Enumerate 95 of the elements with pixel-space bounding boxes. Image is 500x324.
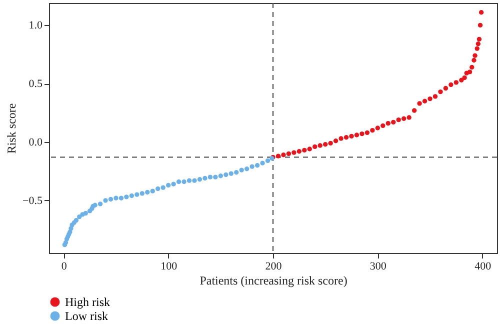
point	[108, 196, 114, 202]
point	[265, 158, 270, 164]
x-tick-label: 0	[61, 260, 68, 272]
point	[438, 89, 443, 94]
point	[401, 116, 406, 121]
point	[364, 130, 370, 136]
point	[474, 46, 480, 51]
point	[286, 151, 292, 156]
point	[454, 80, 459, 85]
point	[150, 188, 155, 194]
point	[478, 10, 484, 15]
point	[254, 163, 260, 168]
point	[412, 108, 417, 113]
point	[186, 178, 192, 183]
point	[145, 190, 150, 195]
y-tick-label: 0.5	[28, 78, 43, 90]
point	[114, 196, 118, 200]
point	[375, 126, 380, 130]
point	[171, 182, 176, 186]
point	[156, 186, 160, 192]
point	[134, 192, 140, 197]
point	[380, 123, 386, 128]
point	[432, 94, 438, 99]
point	[476, 36, 482, 42]
point	[98, 202, 103, 206]
point	[318, 143, 322, 148]
point	[103, 198, 108, 203]
point	[192, 178, 197, 183]
point	[448, 82, 454, 88]
point	[239, 168, 244, 172]
point	[77, 214, 82, 220]
legend-label: High risk	[65, 295, 110, 309]
point	[228, 171, 234, 176]
point	[417, 101, 422, 106]
point	[370, 128, 375, 133]
point	[182, 179, 186, 184]
point	[312, 144, 318, 150]
point	[428, 96, 432, 102]
point	[307, 146, 312, 152]
point	[322, 142, 328, 147]
point	[328, 140, 333, 146]
point	[344, 135, 349, 140]
x-axis-title: Patients (increasing risk score)	[200, 274, 348, 288]
point	[74, 218, 79, 223]
y-tick-label: −0.5	[22, 194, 43, 207]
point	[244, 166, 250, 172]
point	[197, 177, 202, 182]
point	[396, 117, 401, 122]
y-tick-label: 0.0	[28, 136, 43, 149]
point	[472, 58, 476, 63]
point	[478, 22, 483, 28]
point	[129, 193, 134, 198]
point	[302, 148, 307, 153]
point	[406, 115, 412, 120]
point	[124, 194, 129, 200]
point	[224, 172, 228, 178]
point	[476, 42, 481, 46]
point	[250, 164, 254, 169]
point	[349, 134, 354, 139]
y-tick-label: 1.0	[28, 20, 43, 32]
point	[218, 174, 224, 178]
point	[333, 138, 338, 144]
point	[386, 120, 390, 126]
point	[118, 196, 124, 200]
point	[260, 160, 265, 166]
point	[296, 149, 302, 154]
point	[360, 132, 364, 136]
point	[459, 78, 464, 82]
point	[160, 185, 166, 190]
point	[354, 132, 360, 138]
legend-label: Low risk	[65, 309, 108, 323]
point	[276, 154, 281, 158]
y-axis-title: Risk score	[4, 103, 19, 154]
point	[176, 179, 182, 184]
x-tick-label: 300	[370, 260, 387, 272]
point	[208, 174, 213, 180]
point	[443, 86, 448, 91]
point	[462, 75, 467, 80]
x-tick-label: 400	[474, 260, 492, 272]
point	[166, 182, 171, 188]
point	[234, 170, 239, 175]
point	[470, 64, 474, 70]
x-tick-label: 200	[265, 260, 282, 272]
point	[472, 53, 478, 58]
point	[292, 150, 296, 155]
point	[391, 120, 396, 124]
point	[422, 98, 428, 104]
point	[202, 176, 208, 181]
point	[213, 174, 218, 180]
point	[338, 136, 344, 141]
point	[83, 210, 88, 216]
point	[467, 70, 472, 74]
point	[281, 152, 286, 158]
x-tick-label: 100	[160, 260, 178, 272]
point	[140, 191, 145, 196]
